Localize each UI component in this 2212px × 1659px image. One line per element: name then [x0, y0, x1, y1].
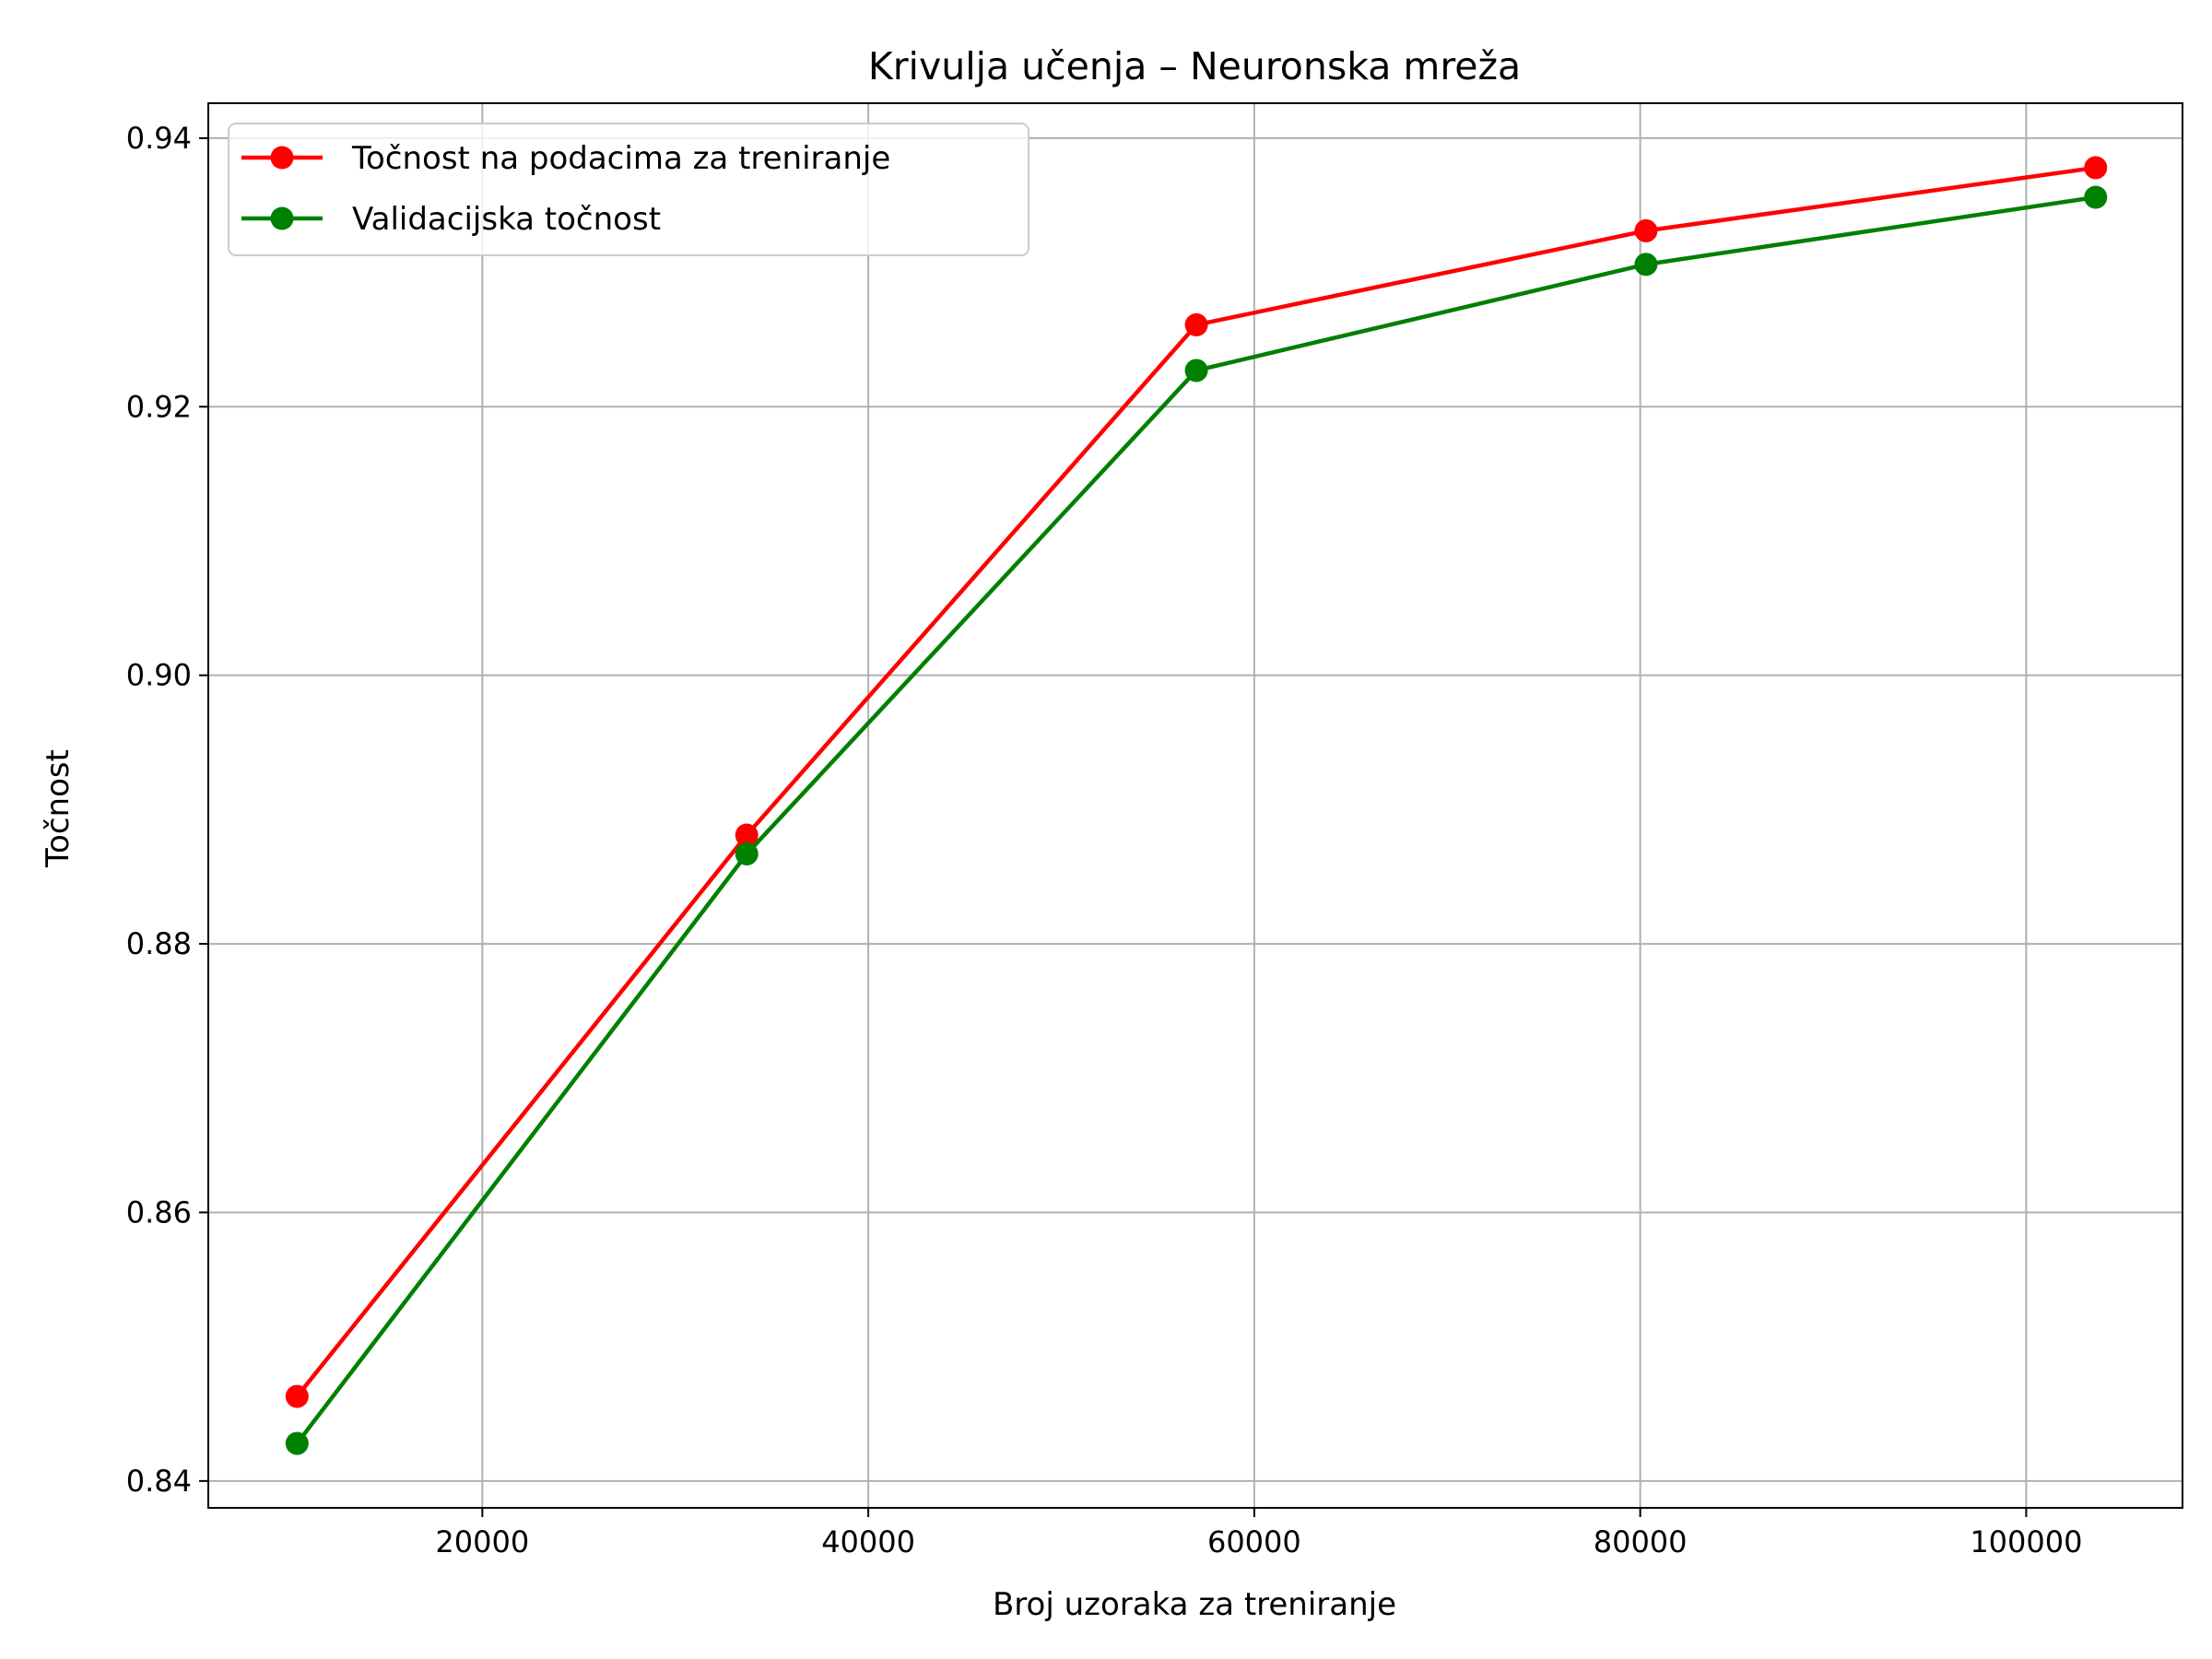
x-axis-label: Broj uzoraka za treniranje [993, 1586, 1396, 1623]
ticks: 20000 40000 60000 80000 100000 0.84 0.86 0.88 0.… [126, 121, 2083, 1559]
y-tick-label: 0.84 [126, 1464, 192, 1499]
data-point [1634, 218, 1658, 242]
y-tick-label: 0.94 [126, 121, 192, 156]
series-layer [285, 156, 2108, 1455]
x-tick-label: 40000 [821, 1524, 915, 1559]
data-point [1634, 253, 1658, 276]
legend-box [228, 123, 1030, 256]
legend-label: Validacijska točnost [352, 201, 661, 238]
data-point [1184, 359, 1208, 382]
legend-entry-1: Točnost na podacima za treniranje [241, 140, 890, 177]
y-tick-label: 0.88 [126, 926, 192, 961]
x-tick-label: 80000 [1594, 1524, 1688, 1559]
x-tick-label: 100000 [1970, 1524, 2082, 1559]
grid [208, 103, 2183, 1508]
legend-marker [270, 206, 294, 230]
legend-label: Točnost na podacima za treniranje [351, 140, 890, 177]
x-tick-label: 60000 [1207, 1524, 1301, 1559]
axes-frame [207, 102, 2183, 1509]
y-tick-label: 0.92 [126, 389, 192, 424]
data-point [285, 1384, 309, 1408]
chart-title: Krivulja učenja – Neuronska mreža [868, 44, 1521, 88]
legend-entry-2: Validacijska točnost [241, 201, 661, 238]
legend: Točnost na podacima za treniranje Validac… [228, 123, 1030, 256]
y-tick-label: 0.90 [126, 658, 192, 693]
legend-marker [270, 146, 294, 170]
data-point [285, 1431, 309, 1455]
series-2 [285, 185, 2108, 1455]
data-point [1184, 312, 1208, 336]
data-point [2084, 185, 2108, 209]
y-axis-label: Točnost [40, 749, 76, 868]
series-1 [285, 156, 2108, 1408]
y-tick-label: 0.86 [126, 1194, 192, 1230]
x-tick-label: 20000 [435, 1524, 529, 1559]
data-point [735, 823, 759, 847]
data-point [735, 841, 759, 865]
data-point [2084, 156, 2108, 180]
